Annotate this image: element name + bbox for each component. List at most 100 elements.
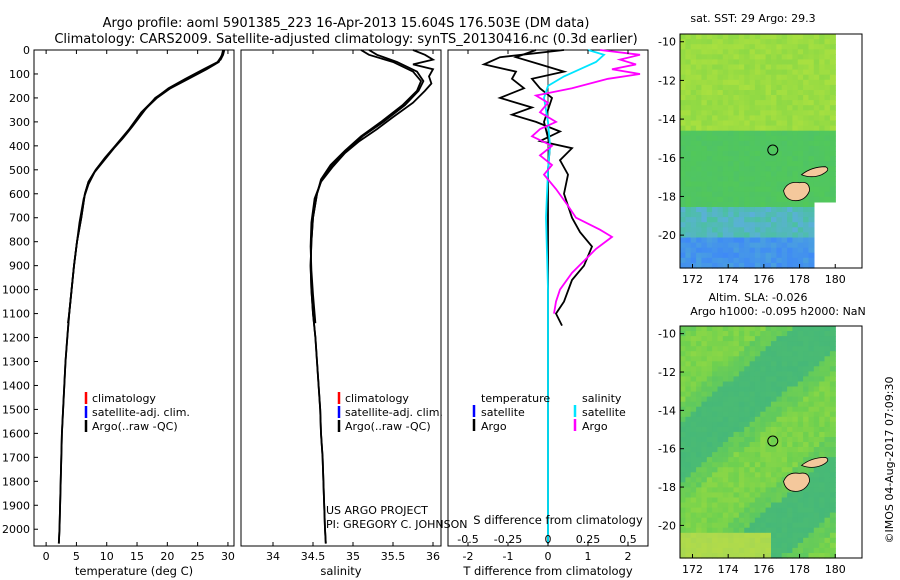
map-cell [771, 212, 777, 218]
map-cell [738, 227, 745, 233]
map-cell [765, 411, 772, 418]
map-cell [701, 69, 708, 76]
map-cell [829, 467, 836, 473]
map-cell [680, 462, 686, 468]
map-cell [765, 90, 772, 96]
map-cell [722, 391, 729, 398]
map-cell [722, 196, 729, 203]
map-cell [808, 49, 815, 55]
map-cell [685, 171, 692, 177]
map-cell [813, 125, 820, 132]
map-cell [829, 376, 836, 382]
map-cell [792, 227, 799, 233]
map-cell [824, 376, 831, 382]
map-cell [776, 431, 783, 438]
map-cell [797, 201, 804, 208]
map-cell [706, 120, 713, 127]
map-cell [738, 391, 745, 398]
map-cell [701, 247, 708, 254]
map-cell [701, 120, 708, 127]
map-cell [787, 115, 794, 122]
y-tick-label: 1500 [2, 403, 30, 416]
map-cell [829, 517, 836, 524]
map-cell [824, 125, 831, 132]
map-cell [733, 44, 740, 50]
map-cell [685, 472, 692, 478]
map-cell [813, 492, 820, 498]
map-cell [754, 90, 761, 96]
map-cell [819, 553, 826, 559]
map-cell [749, 232, 756, 239]
map-cell [744, 151, 751, 157]
map-cell [685, 191, 692, 198]
map-cell [771, 487, 777, 493]
map-cell [787, 341, 794, 347]
map-cell [824, 171, 831, 177]
x-tick-label: 30 [221, 550, 235, 563]
map-cell [797, 166, 804, 172]
map-cell [680, 140, 686, 147]
map-cell [813, 381, 820, 388]
map-cell [701, 252, 708, 259]
map-cell [680, 161, 686, 167]
map-cell [685, 507, 692, 514]
map-cell [706, 542, 713, 549]
map-cell [685, 482, 692, 488]
map-cell [685, 502, 692, 509]
map-cell [776, 176, 783, 183]
map-cell [813, 151, 820, 157]
map-cell [813, 507, 820, 514]
map-cell [685, 135, 692, 142]
map-cell [829, 341, 836, 347]
map-cell [706, 74, 713, 81]
map-cell [771, 145, 777, 152]
map-cell [813, 386, 820, 393]
map-cell [712, 105, 719, 111]
map-cell [728, 79, 735, 86]
map-cell [776, 125, 783, 132]
map-cell [803, 161, 810, 167]
map-cell [797, 457, 804, 463]
map-cell [829, 537, 836, 544]
map-cell [712, 386, 719, 393]
map-cell [824, 135, 831, 142]
x-axis-label: T difference from climatology [462, 564, 633, 578]
map-cell [797, 442, 804, 448]
map-cell [701, 151, 708, 157]
map-cell [760, 482, 767, 488]
map-cell [792, 247, 799, 254]
map-cell [824, 431, 831, 438]
map-cell [813, 376, 820, 382]
map-cell [728, 84, 735, 91]
map-cell [803, 84, 810, 91]
map-cell [781, 386, 788, 393]
map-cell [717, 135, 724, 142]
map-cell [749, 257, 756, 264]
map-cell [744, 130, 751, 137]
map-cell [733, 227, 740, 233]
map-cell [690, 361, 697, 367]
map-cell [680, 472, 686, 478]
imos-timestamp: ©IMOS 04-Aug-2017 07:09:30 [883, 377, 896, 544]
map-cell [738, 181, 745, 188]
map-cell [733, 90, 740, 96]
map-cell [787, 217, 794, 223]
map-cell [749, 457, 756, 463]
map-cell [728, 69, 735, 76]
map-cell [749, 156, 756, 162]
map-cell [685, 411, 692, 418]
map-cell [690, 100, 697, 106]
map-cell [754, 79, 761, 86]
argo-position-marker [767, 435, 779, 447]
map-cell [728, 467, 735, 473]
map-cell [765, 336, 772, 342]
map-cell [819, 336, 826, 342]
map-cell [685, 95, 692, 101]
map-cell [706, 482, 713, 488]
map-cell [696, 331, 703, 337]
map-y-tick-label: -12 [658, 366, 676, 379]
map-cell [696, 44, 703, 50]
map-cell [728, 191, 735, 198]
map-cell [712, 452, 719, 458]
map-cell [712, 262, 719, 269]
